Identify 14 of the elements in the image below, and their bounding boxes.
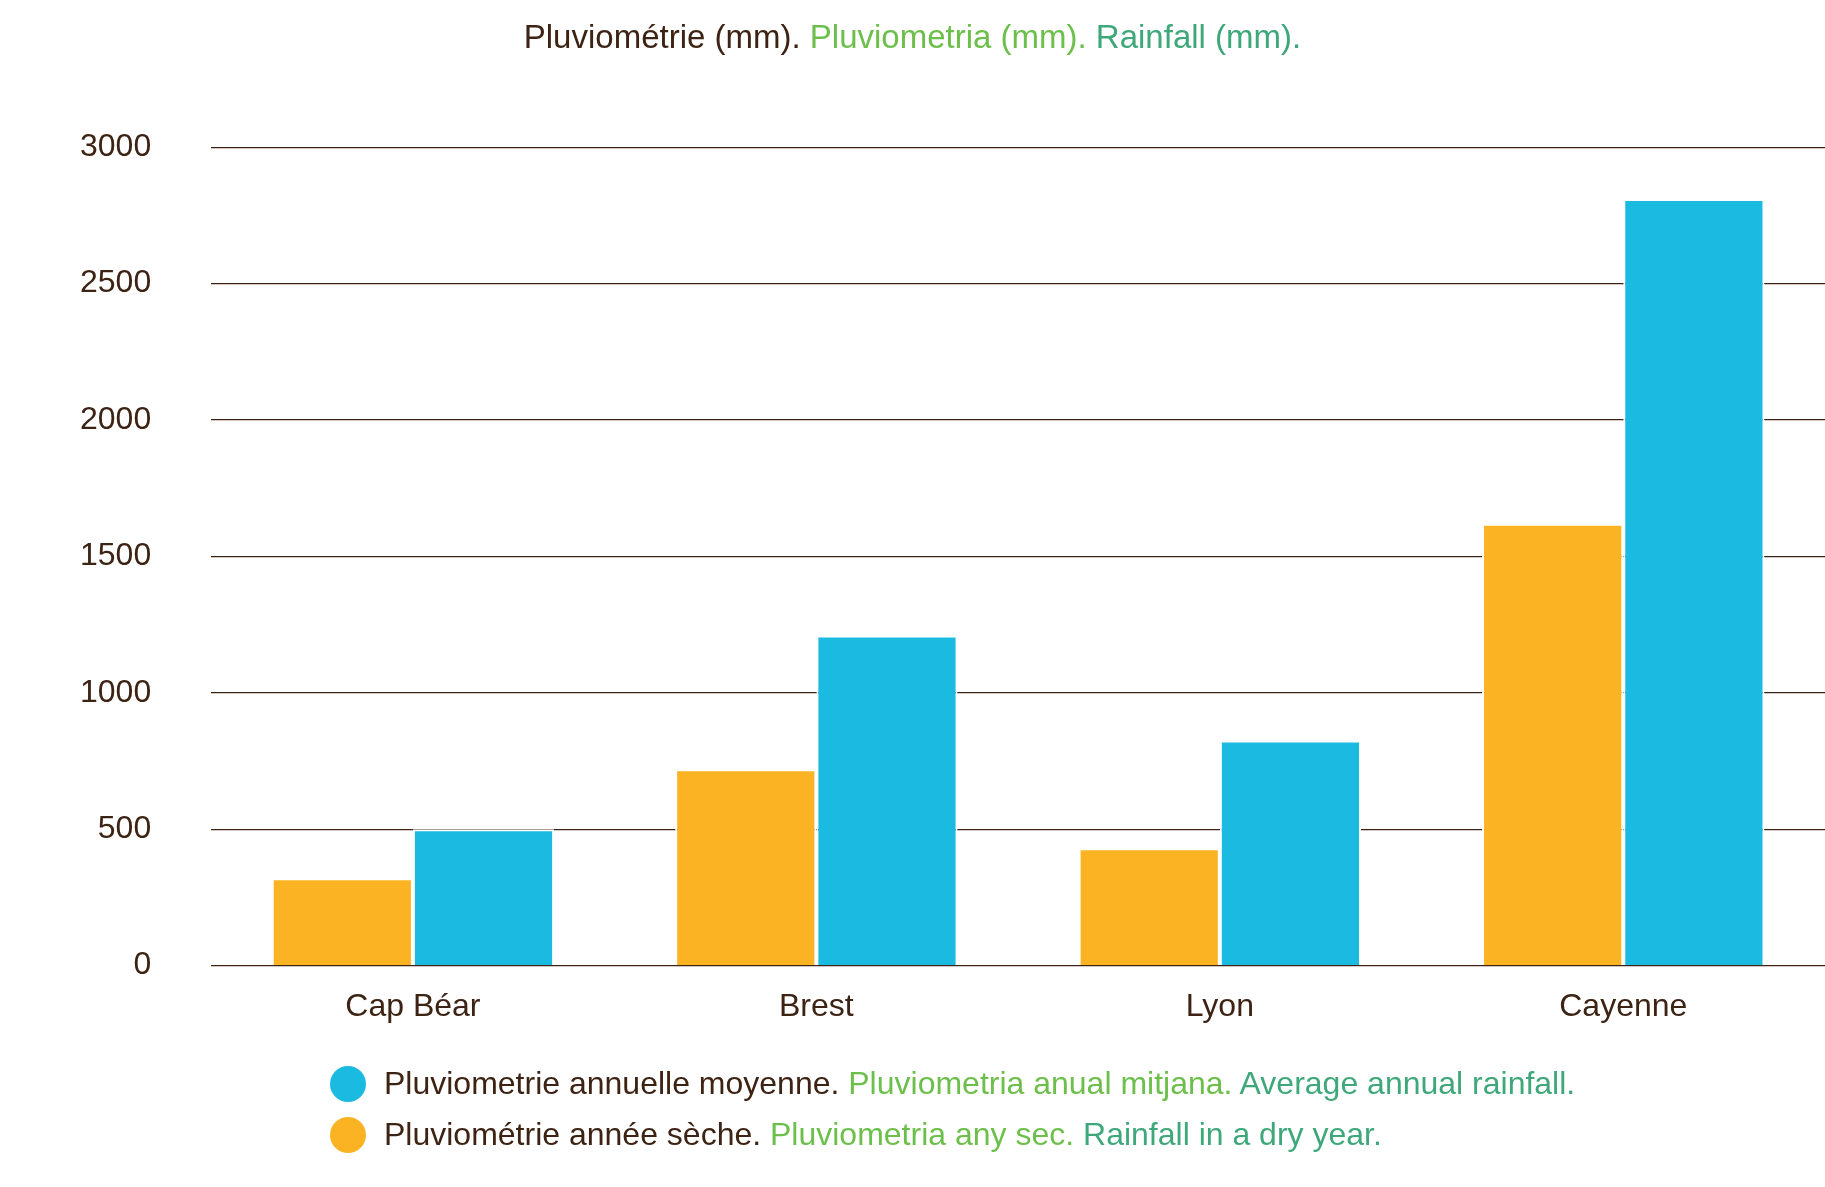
y-tick-label: 1500 <box>80 536 152 573</box>
y-tick-label: 500 <box>97 809 152 846</box>
y-tick-label: 3000 <box>80 127 152 164</box>
x-tick-label: Cap Béar <box>345 986 481 1023</box>
legend-label: Pluviométrie année sèche. Pluviometria any sec. Rainfall in a dry year. <box>384 1116 1382 1152</box>
y-tick-label: 1000 <box>80 672 152 709</box>
x-tick-label: Cayenne <box>1559 986 1688 1023</box>
y-tick-label: 0 <box>133 945 152 982</box>
y-tick-label: 2000 <box>80 399 152 436</box>
x-tick-label: Lyon <box>1185 986 1254 1023</box>
legend-label: Pluviometrie annuelle moyenne. Pluviometria anual mitjana. Average annual rainfall. <box>384 1065 1576 1101</box>
chart-title: Pluviométrie (mm). Pluviometria (mm). Rainfall (mm). <box>523 18 1302 55</box>
x-tick-label: Brest <box>779 986 854 1023</box>
y-tick-label: 2500 <box>80 263 152 300</box>
